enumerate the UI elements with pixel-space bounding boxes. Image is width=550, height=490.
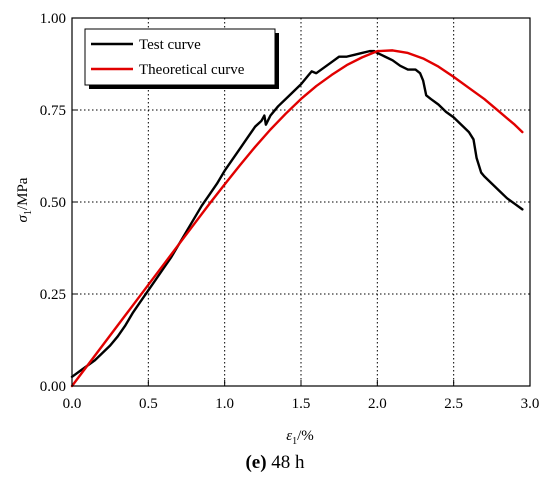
x-tick-label: 0.0 xyxy=(63,396,82,412)
x-tick-label: 3.0 xyxy=(521,396,540,412)
y-tick-label: 0.00 xyxy=(40,379,66,395)
y-tick-label: 0.75 xyxy=(40,103,66,119)
legend-box xyxy=(84,28,276,86)
axis-ticks: 0.0 0.5 1.0 1.5 2.0 2.5 3.0 0.00 0.25 0.50 0.75 1.0… xyxy=(40,11,540,412)
x-axis-unit: /% xyxy=(297,428,314,444)
series-line-test-curve xyxy=(70,49,524,378)
x-tick-label: 1.5 xyxy=(292,396,311,412)
legend-label-test: Test curve xyxy=(139,37,201,53)
series-lines xyxy=(70,49,524,388)
x-axis-symbol: ε xyxy=(286,428,292,444)
x-tick-label: 0.5 xyxy=(139,396,158,412)
caption-text: 48 h xyxy=(266,452,305,473)
legend: Test curve Theoretical curve xyxy=(84,28,279,89)
legend-label-theoretical: Theoretical curve xyxy=(139,62,245,78)
y-tick-label: 0.50 xyxy=(40,195,66,211)
y-axis-label: σ1/MPa xyxy=(15,177,34,222)
series-line-theoretical-curve xyxy=(70,49,524,388)
x-tick-label: 1.0 xyxy=(215,396,234,412)
caption-label: (e) xyxy=(245,452,267,473)
y-axis-symbol: σ xyxy=(15,214,31,222)
x-tick-label: 2.0 xyxy=(368,396,387,412)
y-tick-label: 0.25 xyxy=(40,287,66,303)
x-axis-subscript: 1 xyxy=(292,436,297,447)
x-axis-label: ε1/% xyxy=(286,428,314,447)
x-tick-label: 2.5 xyxy=(444,396,463,412)
chart-figure: 0.0 0.5 1.0 1.5 2.0 2.5 3.0 0.00 0.25 0.50 0.75 1.0… xyxy=(15,11,540,447)
y-axis-subscript: 1 xyxy=(23,210,34,215)
y-axis-unit: /MPa xyxy=(15,177,31,210)
figure-caption: (e) 48 h xyxy=(0,452,550,474)
y-tick-label: 1.00 xyxy=(40,11,66,27)
